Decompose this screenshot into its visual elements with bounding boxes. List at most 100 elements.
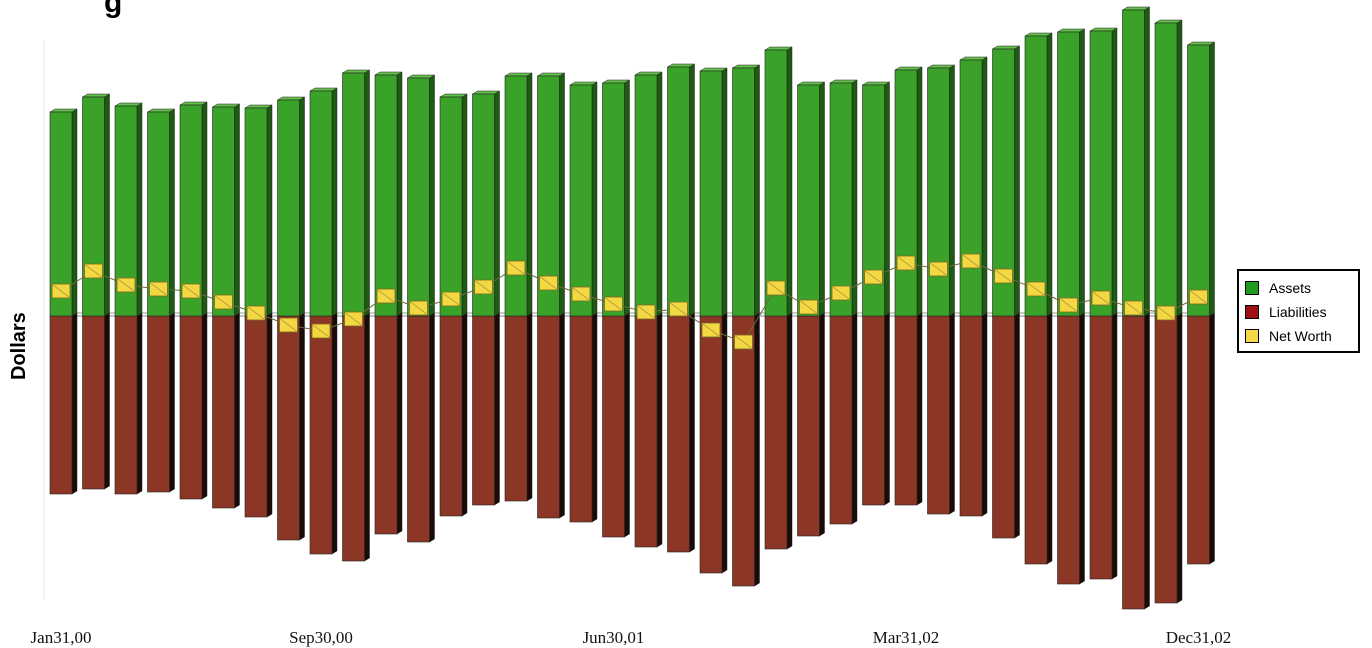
x-tick-label: Sep30,00 <box>289 628 353 647</box>
net-worth-marker <box>1156 305 1176 321</box>
net-worth-marker <box>994 268 1013 284</box>
assets-bar <box>601 79 631 317</box>
x-tick-label: Dec31,02 <box>1166 628 1232 647</box>
net-worth-marker <box>116 277 136 293</box>
net-worth-marker <box>344 311 363 327</box>
net-worth-marker <box>441 291 461 307</box>
assets-bar <box>374 71 403 317</box>
assets-bar <box>634 71 663 317</box>
liabilities-bar <box>1121 312 1151 610</box>
liabilities-bar <box>504 312 533 502</box>
liabilities-bar <box>439 312 468 517</box>
net-worth-marker <box>701 322 721 338</box>
legend-label-liabilities: Liabilities <box>1269 304 1327 320</box>
liabilities-bar <box>894 312 923 506</box>
liabilities-bar <box>1186 312 1216 565</box>
net-worth-marker <box>734 334 753 350</box>
liabilities-bar <box>1024 312 1053 565</box>
assets-bar <box>341 69 371 317</box>
legend-label-assets: Assets <box>1269 280 1312 296</box>
assets-bar <box>244 104 273 317</box>
assets-bar <box>959 56 988 317</box>
assets-bar <box>829 79 858 317</box>
assets-bar <box>796 81 826 317</box>
net-worth-marker <box>84 263 103 279</box>
liabilities-bar <box>1056 312 1086 585</box>
assets-bar <box>471 90 501 317</box>
net-worth-marker <box>214 294 233 310</box>
assets-bar <box>1154 19 1183 317</box>
net-worth-marker <box>766 280 786 296</box>
liabilities-bar <box>211 312 241 509</box>
liabilities-bar <box>471 312 501 506</box>
liabilities-bar <box>1089 312 1118 580</box>
assets-bar <box>699 67 728 317</box>
liabilities-bar <box>634 312 663 548</box>
assets-bar <box>81 93 111 317</box>
assets-bar <box>179 101 208 317</box>
liabilities-bar <box>244 312 273 518</box>
liabilities-bar <box>1154 312 1183 604</box>
net-worth-marker <box>246 305 266 321</box>
net-worth-marker <box>1189 289 1208 305</box>
legend-swatch-assets <box>1245 281 1259 295</box>
legend-item-liabilities: Liabilities <box>1245 302 1327 322</box>
liabilities-bar <box>276 312 306 541</box>
liabilities-bar <box>959 312 988 517</box>
liabilities-bar <box>406 312 436 543</box>
assets-bar <box>146 108 176 317</box>
net-worth-marker <box>474 279 493 295</box>
assets-bar <box>666 63 696 317</box>
net-worth-marker <box>1091 290 1111 306</box>
assets-bar <box>1121 6 1151 317</box>
assets-bar <box>49 108 78 317</box>
x-tick-label: Jun30,01 <box>583 628 645 647</box>
assets-bar <box>211 103 241 317</box>
liabilities-bar <box>341 312 371 562</box>
chart-title: g <box>104 0 123 19</box>
liabilities-bar <box>81 312 111 490</box>
liabilities-bar <box>146 312 176 493</box>
liabilities-bar <box>991 312 1021 539</box>
liabilities-bar <box>601 312 631 538</box>
legend-item-assets: Assets <box>1245 278 1311 298</box>
net-worth-marker <box>376 288 396 304</box>
liabilities-bar <box>764 312 793 550</box>
assets-bar <box>991 45 1021 317</box>
net-worth-marker <box>149 281 168 297</box>
x-tick-label: Jan31,00 <box>31 628 92 647</box>
net-worth-marker <box>636 304 656 320</box>
net-worth-marker <box>571 286 591 302</box>
net-worth-marker <box>799 299 818 315</box>
net-worth-marker <box>604 296 623 312</box>
legend-label-net-worth: Net Worth <box>1269 328 1332 344</box>
assets-bar <box>276 96 306 317</box>
liabilities-bar <box>829 312 858 525</box>
net-worth-marker <box>864 269 883 285</box>
net-worth-marker <box>929 261 948 277</box>
assets-bar <box>1089 27 1118 317</box>
legend-swatch-liabilities <box>1245 305 1259 319</box>
net-worth-marker <box>1124 300 1143 316</box>
x-tick-label: Mar31,02 <box>873 628 940 647</box>
assets-bar <box>1024 32 1053 317</box>
legend: Assets Liabilities Net Worth <box>1237 269 1360 353</box>
y-axis-label: Dollars <box>8 312 30 380</box>
liabilities-bar <box>699 312 728 574</box>
net-worth-marker <box>1059 297 1078 313</box>
assets-bar <box>861 81 891 317</box>
net-worth-marker <box>669 301 688 317</box>
liabilities-bar <box>796 312 826 537</box>
assets-bar <box>309 87 338 317</box>
net-worth-marker <box>409 300 428 316</box>
assets-bar <box>894 66 923 317</box>
legend-swatch-net-worth <box>1245 329 1259 343</box>
assets-bar <box>569 81 598 317</box>
net-worth-marker <box>961 253 981 269</box>
assets-bar <box>536 72 566 317</box>
net-worth-marker <box>896 255 916 271</box>
net-worth-marker <box>1026 281 1046 297</box>
net-worth-marker <box>311 323 331 339</box>
liabilities-bar <box>666 312 696 553</box>
